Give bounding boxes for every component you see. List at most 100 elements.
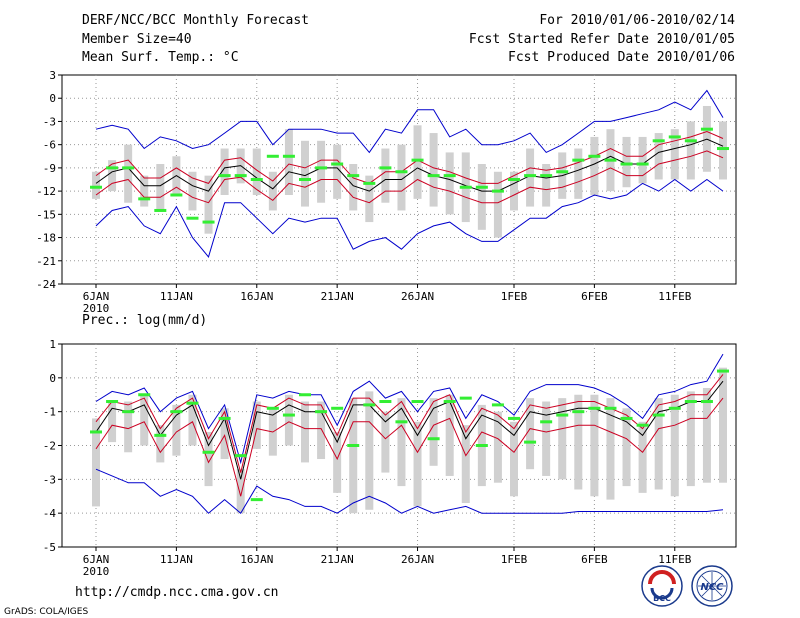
prec-spread-box bbox=[686, 391, 695, 487]
prec-xtick-label: 6JAN bbox=[83, 553, 110, 566]
temp-observed-marker bbox=[90, 185, 102, 189]
prec-observed-marker bbox=[668, 406, 681, 410]
started-date: Fcst Started Refer Date 2010/01/05 bbox=[469, 32, 735, 47]
temp-observed-marker bbox=[234, 174, 247, 178]
prec-observed-marker bbox=[540, 420, 553, 424]
prec-spread-box bbox=[413, 421, 422, 507]
temp-spread-box bbox=[413, 125, 422, 199]
temp-observed-marker bbox=[170, 193, 183, 197]
temp-observed-marker bbox=[604, 158, 617, 162]
prec-spread-box bbox=[301, 401, 309, 463]
prec-observed-marker bbox=[122, 410, 135, 414]
prec-observed-marker bbox=[556, 413, 569, 417]
grads-credit: GrADS: COLA/IGES bbox=[4, 607, 88, 617]
produced-date: Fcst Produced Date 2010/01/06 bbox=[508, 50, 735, 65]
prec-upper-spread-line bbox=[95, 374, 724, 473]
prec-spread-box bbox=[510, 421, 518, 497]
temp-observed-marker bbox=[620, 162, 633, 166]
prec-observed-marker bbox=[588, 406, 601, 410]
prec-spread-box bbox=[445, 394, 454, 476]
temp-observed-marker bbox=[508, 178, 520, 181]
temp-spread-box bbox=[638, 136, 647, 184]
temp-observed-marker bbox=[636, 162, 649, 166]
temp-observed-marker bbox=[524, 174, 537, 178]
prec-ensemble-mean-line bbox=[95, 380, 724, 480]
temp-spread-box bbox=[92, 171, 100, 199]
temp-ytick-label: -9 bbox=[43, 162, 56, 175]
prec-observed-marker bbox=[186, 401, 199, 405]
temp-xtick-label: 6JAN bbox=[83, 290, 110, 303]
temp-spread-box bbox=[670, 129, 679, 180]
prec-spread-box bbox=[236, 469, 245, 514]
prec-observed-marker bbox=[315, 410, 328, 414]
prec-observed-marker bbox=[379, 400, 392, 404]
prec-spread-box bbox=[333, 431, 342, 493]
prec-observed-marker bbox=[620, 416, 633, 420]
temp-observed-marker bbox=[588, 154, 601, 158]
temp-observed-marker bbox=[459, 185, 472, 189]
prec-observed-marker bbox=[508, 416, 520, 420]
prec-observed-marker bbox=[475, 444, 488, 447]
bcc-logo-text: BCC bbox=[653, 594, 671, 603]
prec-observed-marker bbox=[684, 400, 697, 404]
temp-observed-marker bbox=[491, 189, 504, 193]
temp-ytick-label: -6 bbox=[43, 139, 56, 152]
temp-observed-marker bbox=[652, 139, 665, 143]
temp-observed-marker bbox=[363, 181, 376, 185]
temp-observed-marker bbox=[186, 216, 199, 220]
prec-spread-box bbox=[558, 398, 567, 480]
temp-frame bbox=[61, 74, 737, 285]
prec-ytick-label: 0 bbox=[49, 372, 56, 385]
temp-spread-box bbox=[654, 133, 663, 180]
temp-xtick-label: 21JAN bbox=[321, 290, 354, 303]
temp-observed-marker bbox=[282, 154, 295, 158]
prec-upper-envelope-line bbox=[95, 353, 724, 465]
temp-spread-box bbox=[349, 164, 358, 211]
temp-ytick-label: -15 bbox=[36, 208, 56, 221]
source-url[interactable]: http://cmdp.ncc.cma.gov.cn bbox=[75, 585, 279, 600]
prec-observed-marker bbox=[250, 498, 263, 502]
prec-xtick-label: 11FEB bbox=[658, 553, 691, 566]
temp-ytick-label: -18 bbox=[36, 232, 56, 245]
temp-ytick-label: -3 bbox=[43, 115, 56, 128]
prec-spread-box bbox=[140, 394, 149, 446]
prec-spread-box bbox=[381, 411, 390, 473]
prec-ytick-label: -2 bbox=[43, 440, 56, 453]
prec-spread-box bbox=[526, 398, 535, 470]
temp-ytick-label: -24 bbox=[36, 278, 56, 291]
prec-observed-marker bbox=[443, 400, 456, 404]
temp-spread-box bbox=[477, 164, 486, 230]
temp-spread-box bbox=[188, 171, 197, 211]
temp-observed-marker bbox=[700, 127, 713, 131]
temp-spread-box bbox=[526, 148, 535, 207]
temp-upper-spread-line bbox=[95, 130, 724, 184]
temp-spread-box bbox=[204, 175, 213, 234]
temp-observed-marker bbox=[218, 174, 231, 178]
temp-spread-box bbox=[510, 171, 518, 211]
prec-xtick-label: 16JAN bbox=[240, 553, 273, 566]
temp-observed-marker bbox=[266, 154, 279, 158]
temp-ytick-label: 3 bbox=[49, 69, 56, 82]
prec-ytick-label: -5 bbox=[43, 541, 56, 554]
prec-observed-marker bbox=[266, 406, 279, 410]
temp-spread-box bbox=[140, 175, 149, 207]
temp-observed-marker bbox=[540, 174, 553, 178]
prec-observed-marker bbox=[524, 440, 537, 444]
prec-xtick-year: 2010 bbox=[83, 565, 110, 578]
temp-observed-marker bbox=[411, 158, 424, 162]
temp-spread-box bbox=[124, 144, 133, 203]
prec-spread-box bbox=[670, 394, 679, 497]
temp-spread-box bbox=[268, 171, 277, 211]
prec-observed-marker bbox=[218, 416, 231, 420]
temp-spread-box bbox=[381, 148, 390, 203]
temp-spread-box bbox=[590, 136, 599, 195]
prec-spread-box bbox=[542, 401, 551, 476]
prec-spread-box bbox=[349, 398, 358, 514]
temp-observed-marker bbox=[379, 166, 392, 170]
prec-spread-box bbox=[284, 394, 293, 446]
temp-spread-box bbox=[333, 144, 342, 199]
temp-observed-marker bbox=[331, 162, 344, 166]
temp-spread-box bbox=[542, 164, 551, 207]
